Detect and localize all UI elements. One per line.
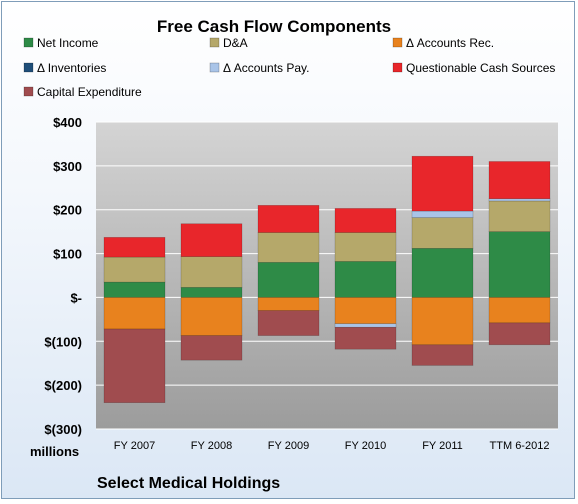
legend-swatch bbox=[209, 37, 220, 48]
bar-segment-capital-expenditure-ttm-6-2012 bbox=[488, 322, 551, 346]
bars bbox=[103, 155, 551, 403]
bar-segment-net-income-fy-2009 bbox=[257, 262, 320, 298]
legend-item-inventories: Δ Inventories bbox=[23, 61, 106, 75]
legend-label: Δ Inventories bbox=[37, 61, 106, 75]
plot-area bbox=[96, 122, 558, 429]
chart-title: Free Cash Flow Components bbox=[157, 17, 391, 36]
bar-segment-capital-expenditure-fy-2010 bbox=[334, 326, 397, 350]
bar-segment-accounts-rec-fy-2007 bbox=[103, 297, 166, 330]
x-tick-label: FY 2008 bbox=[191, 440, 232, 452]
x-tick-label: TTM 6-2012 bbox=[490, 440, 550, 452]
bar-segment-questionable-cash-sources-ttm-6-2012 bbox=[488, 161, 551, 200]
legend-swatch bbox=[23, 86, 34, 97]
bar-segment-d-a-fy-2011 bbox=[411, 217, 474, 249]
y-tick-label: $400 bbox=[53, 115, 82, 130]
legend-item-net-income: Net Income bbox=[23, 36, 99, 50]
x-tick-label: FY 2009 bbox=[268, 440, 309, 452]
bar-segment-d-a-fy-2007 bbox=[103, 256, 166, 283]
legend-label: Δ Accounts Pay. bbox=[223, 61, 310, 75]
y-tick-label: $200 bbox=[53, 203, 82, 218]
legend-swatch bbox=[392, 37, 403, 48]
bar-segment-d-a-fy-2008 bbox=[180, 256, 243, 288]
bar-segment-d-a-fy-2010 bbox=[334, 232, 397, 262]
bar-segment-d-a-ttm-6-2012 bbox=[488, 200, 551, 232]
bar-segment-accounts-rec-fy-2008 bbox=[180, 297, 243, 336]
y-tick-label: $300 bbox=[53, 159, 82, 174]
gridlines bbox=[96, 121, 558, 430]
bar-segment-net-income-fy-2007 bbox=[103, 281, 166, 298]
legend-swatch bbox=[23, 37, 34, 48]
legend-label: Net Income bbox=[37, 36, 99, 50]
bar-segment-net-income-fy-2010 bbox=[334, 261, 397, 298]
y-tick-label: $100 bbox=[53, 247, 82, 262]
bar-segment-accounts-pay-fy-2010 bbox=[334, 323, 397, 328]
bar-segment-capital-expenditure-fy-2011 bbox=[411, 344, 474, 366]
bar-segment-accounts-rec-fy-2010 bbox=[334, 297, 397, 325]
bar-segment-accounts-rec-ttm-6-2012 bbox=[488, 297, 551, 324]
legend-item-accounts-rec: Δ Accounts Rec. bbox=[392, 36, 494, 50]
bar-segment-questionable-cash-sources-fy-2007 bbox=[103, 237, 166, 258]
bar-segment-questionable-cash-sources-fy-2008 bbox=[180, 223, 243, 257]
legend-item-d-a: D&A bbox=[209, 36, 248, 50]
bar-segment-net-income-ttm-6-2012 bbox=[488, 231, 551, 298]
bar-segment-accounts-pay-ttm-6-2012 bbox=[488, 198, 551, 202]
x-tick-label: FY 2010 bbox=[345, 440, 386, 452]
bar-segment-capital-expenditure-fy-2007 bbox=[103, 328, 166, 403]
y-tick-label: $(100) bbox=[44, 334, 82, 349]
legend-swatch bbox=[23, 62, 34, 73]
legend-swatch bbox=[392, 62, 403, 73]
y-unit-label: millions bbox=[30, 444, 79, 459]
bar-segment-d-a-fy-2009 bbox=[257, 232, 320, 263]
legend-label: Δ Accounts Rec. bbox=[406, 36, 494, 50]
bar-segment-net-income-fy-2008 bbox=[180, 287, 243, 298]
legend-label: Questionable Cash Sources bbox=[406, 61, 555, 75]
bar-segment-questionable-cash-sources-fy-2010 bbox=[334, 208, 397, 233]
legend-item-capital-expenditure: Capital Expenditure bbox=[23, 85, 142, 99]
y-tick-label: $(300) bbox=[44, 422, 82, 437]
x-tick-label: FY 2011 bbox=[422, 440, 463, 452]
bar-segment-accounts-rec-fy-2011 bbox=[411, 297, 474, 346]
legend-item-accounts-pay: Δ Accounts Pay. bbox=[209, 61, 310, 75]
bar-segment-capital-expenditure-fy-2009 bbox=[257, 310, 320, 336]
y-tick-label: $(200) bbox=[44, 378, 82, 393]
legend-label: Capital Expenditure bbox=[37, 85, 142, 99]
legend-label: D&A bbox=[223, 36, 248, 50]
bar-segment-questionable-cash-sources-fy-2009 bbox=[257, 205, 320, 233]
legend-swatch bbox=[209, 62, 220, 73]
legend: Net Income D&A Δ Accounts Rec. Δ Inventorie… bbox=[23, 36, 555, 99]
bar-segment-net-income-fy-2011 bbox=[411, 248, 474, 298]
legend-item-questionable-cash-sources: Questionable Cash Sources bbox=[392, 61, 555, 75]
x-axis: FY 2007 FY 2008 FY 2009 FY 2010 FY 2011 TTM 6… bbox=[114, 440, 550, 452]
x-tick-label: FY 2007 bbox=[114, 440, 155, 452]
bar-segment-questionable-cash-sources-fy-2011 bbox=[411, 155, 474, 212]
company-name: Select Medical Holdings bbox=[97, 475, 280, 492]
y-axis: $(300) $(200) $(100) $- $100 $200 $300 $400 bbox=[44, 115, 82, 437]
y-tick-label: $- bbox=[70, 290, 82, 305]
bar-segment-accounts-pay-fy-2011 bbox=[411, 210, 474, 218]
bar-segment-accounts-rec-fy-2009 bbox=[257, 297, 320, 311]
bar-segment-capital-expenditure-fy-2008 bbox=[180, 335, 243, 361]
